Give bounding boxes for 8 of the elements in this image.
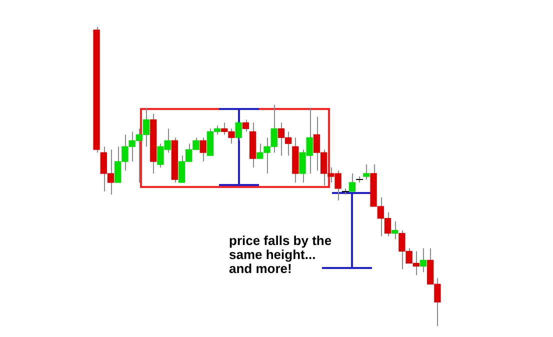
- candlestick: [235, 122, 242, 142]
- annotation: price falls by the same height... and more!: [229, 233, 332, 276]
- candlestick: [348, 173, 356, 192]
- candlestick: [363, 164, 370, 180]
- candlestick: [200, 137, 206, 162]
- candlestick: [242, 119, 250, 132]
- candlestick: [392, 220, 398, 240]
- candlestick: [420, 248, 427, 273]
